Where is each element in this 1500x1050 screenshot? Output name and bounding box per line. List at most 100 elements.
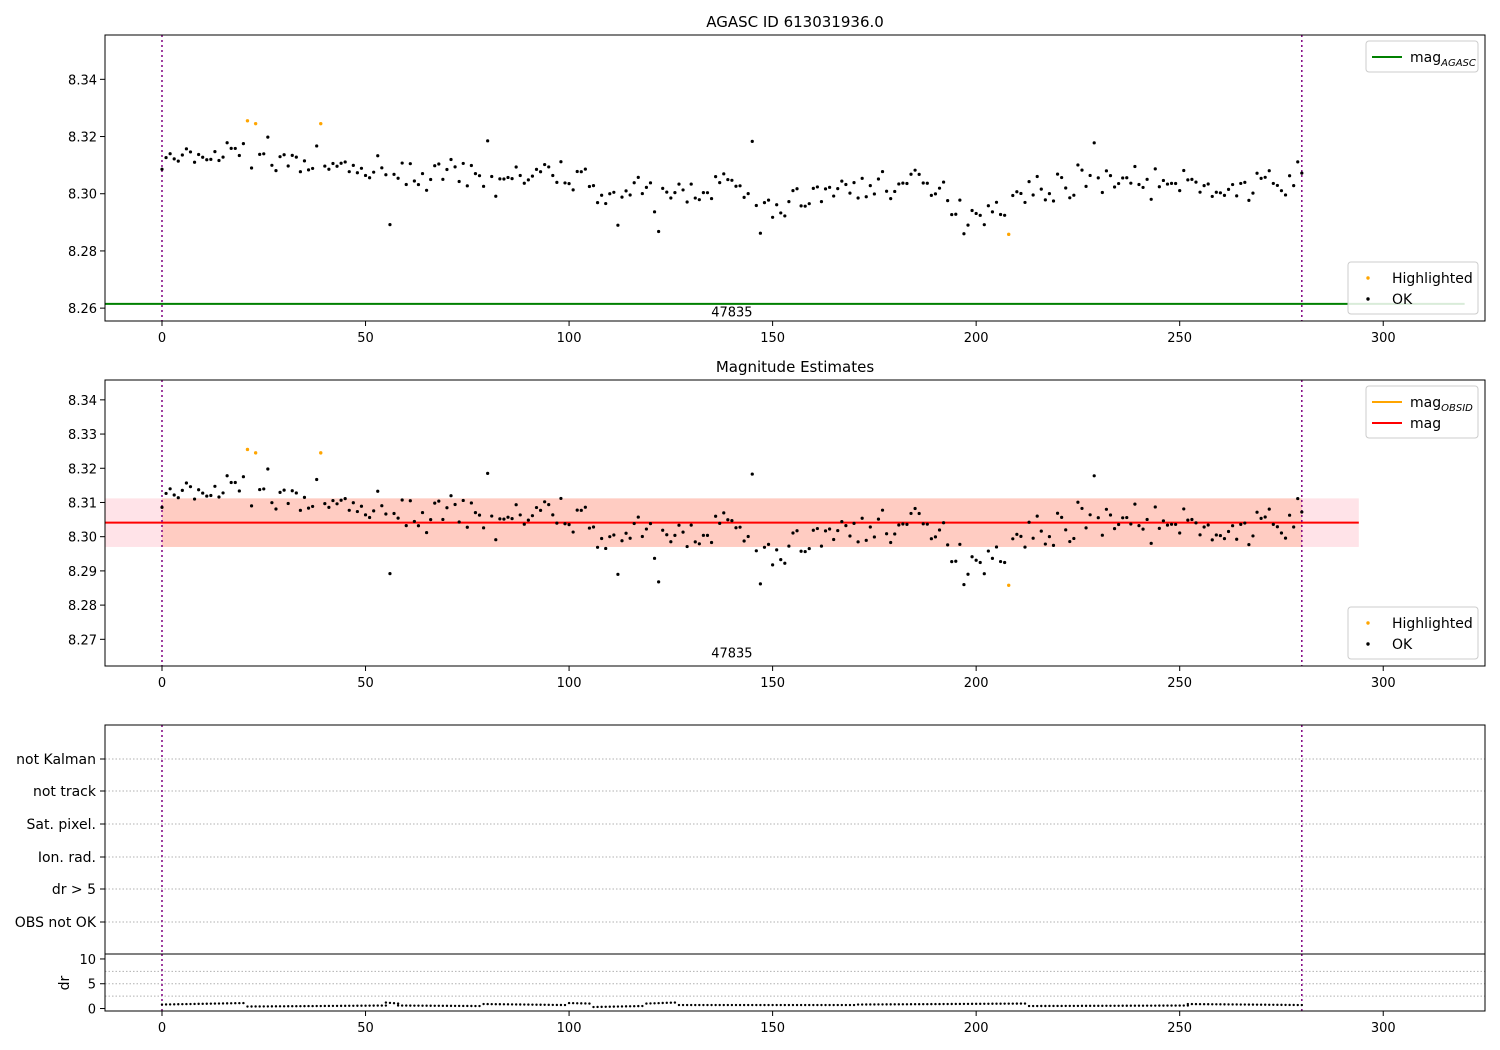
ok-point	[1292, 184, 1296, 188]
ok-point	[1039, 187, 1043, 191]
ok-point	[1088, 513, 1092, 517]
legend-dot-swatch	[1366, 297, 1370, 301]
ok-point	[1255, 510, 1259, 514]
ok-point	[461, 161, 465, 166]
dr-point	[400, 1004, 404, 1007]
dr-point	[592, 1005, 595, 1009]
ok-point	[559, 496, 563, 501]
ok-point	[787, 199, 791, 204]
ok-point	[1271, 522, 1275, 526]
ok-point	[327, 167, 331, 171]
ok-point	[534, 167, 539, 172]
ok-point	[323, 501, 327, 506]
ok-point	[298, 170, 302, 174]
ok-point	[657, 229, 661, 234]
ok-point	[555, 180, 559, 184]
ok-point	[604, 201, 608, 206]
dr-point	[559, 1003, 563, 1007]
dr-point	[922, 1002, 925, 1006]
legend-label: Highlighted	[1392, 616, 1473, 632]
ok-point	[209, 157, 213, 161]
dr-point	[384, 1004, 388, 1007]
ok-point	[1096, 516, 1100, 520]
ok-point	[913, 168, 917, 172]
ok-point	[396, 516, 400, 520]
ok-point	[359, 504, 364, 508]
ok-point	[1283, 193, 1288, 197]
dr-point	[580, 1002, 583, 1005]
ok-point	[604, 546, 608, 551]
dr-point	[437, 1004, 441, 1007]
ok-point	[929, 193, 933, 198]
dr-point	[274, 1005, 278, 1008]
dr-point	[836, 1003, 839, 1007]
ok-point	[188, 485, 193, 489]
ok-point	[880, 169, 885, 174]
dr-panel: 0 50 100 150 200 250 300 0 5 10 dr	[57, 953, 1486, 1036]
ok-point	[994, 200, 999, 204]
dr-point	[926, 1002, 929, 1006]
ok-point	[616, 572, 620, 576]
ok-point	[644, 527, 649, 531]
highlighted-point	[253, 451, 258, 455]
ok-point	[750, 139, 754, 143]
ok-point	[1222, 193, 1227, 197]
dr-point	[710, 1003, 713, 1007]
ok-point	[502, 517, 506, 521]
legend-label: OK	[1392, 292, 1413, 308]
ok-point	[1259, 176, 1263, 181]
dr-point	[1084, 1004, 1088, 1008]
ok-point	[392, 511, 396, 516]
ok-point	[241, 141, 246, 146]
ok-point	[225, 141, 229, 145]
ok-point	[201, 491, 205, 495]
ok-point	[233, 480, 237, 485]
ok-point	[754, 549, 758, 553]
ok-point	[1035, 174, 1039, 179]
dr-point	[315, 1004, 318, 1008]
dr-point	[392, 1002, 396, 1005]
dr-point	[409, 1004, 412, 1007]
dr-point	[498, 1003, 502, 1006]
dr-point	[844, 1003, 848, 1007]
dr-point	[205, 1002, 208, 1005]
ok-point	[669, 540, 673, 544]
dr-point	[506, 1003, 510, 1006]
ok-point	[583, 505, 587, 509]
dr-point	[1259, 1003, 1263, 1006]
dr-point	[954, 1002, 957, 1006]
dr-point	[1211, 1003, 1214, 1006]
ok-point	[429, 177, 433, 182]
ok-point	[1161, 178, 1166, 183]
dr-point	[1145, 1004, 1149, 1007]
dr-point	[718, 1003, 721, 1007]
ok-point	[632, 521, 636, 526]
dr-point	[1093, 1004, 1096, 1008]
ok-point	[209, 493, 213, 498]
ok-point	[453, 502, 457, 507]
ok-point	[852, 181, 856, 185]
dr-point	[665, 1001, 668, 1005]
ok-point	[274, 168, 278, 173]
ok-point	[612, 533, 616, 537]
dr-point	[983, 1002, 986, 1006]
highlighted-point	[245, 119, 250, 123]
dr-point	[1235, 1003, 1238, 1006]
ok-point	[1174, 181, 1178, 186]
dr-point	[873, 1003, 876, 1006]
ok-point	[1015, 532, 1019, 536]
agasc-panel-title: AGASC ID 613031936.0	[706, 13, 884, 31]
ok-point	[363, 173, 368, 178]
dr-point	[368, 1004, 371, 1007]
ok-point	[392, 172, 396, 176]
ok-point	[1043, 542, 1047, 546]
dr-point	[234, 1002, 237, 1005]
dr-point	[360, 1004, 363, 1007]
ok-point	[925, 181, 929, 185]
ok-point	[701, 190, 706, 195]
dr-point	[734, 1003, 738, 1007]
ok-point	[518, 513, 522, 517]
dr-point	[1064, 1004, 1067, 1008]
ok-point	[363, 513, 368, 517]
dr-point	[254, 1005, 257, 1008]
